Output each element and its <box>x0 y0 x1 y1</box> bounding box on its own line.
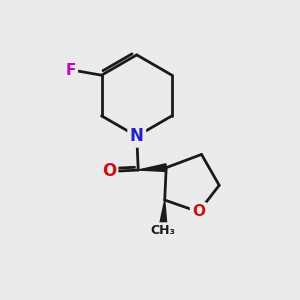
Polygon shape <box>138 164 167 172</box>
Text: N: N <box>130 127 144 145</box>
Text: CH₃: CH₃ <box>151 224 176 237</box>
Text: O: O <box>102 163 116 181</box>
Text: O: O <box>192 204 205 219</box>
Polygon shape <box>160 200 167 224</box>
Text: F: F <box>65 63 76 78</box>
